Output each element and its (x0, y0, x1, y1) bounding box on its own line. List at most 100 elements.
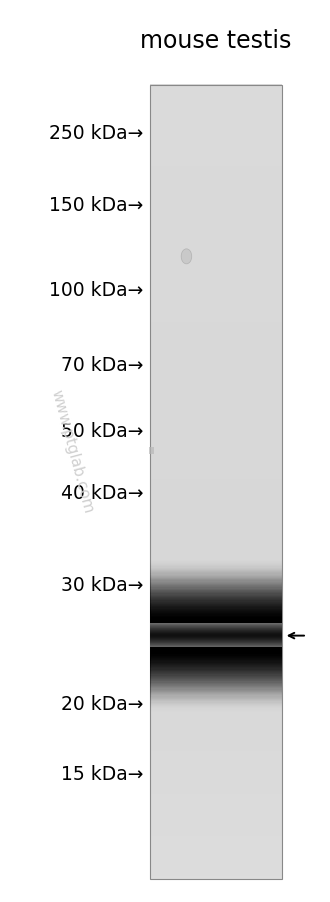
Bar (150, 701, 282, 704)
Bar (150, 302, 282, 305)
Bar (150, 212, 282, 216)
Text: 30 kDa→: 30 kDa→ (61, 575, 144, 594)
Bar (150, 659, 282, 662)
Bar (150, 254, 282, 258)
Bar (150, 672, 282, 676)
Bar (150, 479, 282, 483)
Bar (150, 86, 282, 879)
Bar (150, 741, 282, 744)
Bar (150, 667, 282, 670)
Bar (150, 578, 282, 694)
Bar (150, 754, 282, 758)
Bar (150, 621, 282, 625)
Bar (150, 299, 282, 303)
Bar (150, 172, 282, 176)
Bar (150, 868, 282, 871)
Bar (150, 602, 282, 670)
Bar (150, 601, 282, 671)
Bar (150, 400, 282, 403)
Bar (150, 217, 282, 221)
Bar (150, 624, 282, 628)
Bar (150, 640, 282, 644)
Bar (150, 143, 282, 146)
Bar (150, 569, 282, 703)
Bar (150, 691, 282, 695)
Bar (150, 346, 282, 350)
Bar (150, 561, 282, 565)
Bar (150, 831, 282, 834)
Bar (150, 360, 282, 364)
Bar (150, 566, 282, 570)
Bar (150, 304, 282, 308)
Text: 100 kDa→: 100 kDa→ (49, 281, 144, 300)
Bar (150, 556, 282, 559)
Bar (150, 119, 282, 123)
Bar (150, 379, 282, 382)
Bar (150, 101, 282, 105)
Bar (150, 175, 282, 179)
Bar (150, 712, 282, 715)
Bar (150, 283, 282, 287)
Bar (150, 185, 282, 189)
Bar (150, 138, 282, 142)
Bar (150, 728, 282, 732)
Bar (148, 447, 154, 455)
Bar (150, 612, 282, 660)
Bar (150, 558, 282, 562)
Bar (150, 643, 282, 647)
Bar (150, 368, 282, 372)
Bar (150, 170, 282, 173)
Bar (150, 394, 282, 398)
Bar (150, 709, 282, 713)
Bar (150, 334, 282, 337)
Bar (150, 586, 282, 686)
Bar (150, 519, 282, 522)
Bar (150, 577, 282, 581)
Bar (150, 336, 282, 340)
Bar (150, 230, 282, 234)
Text: 70 kDa→: 70 kDa→ (61, 355, 144, 375)
Bar (150, 318, 282, 321)
Bar (150, 820, 282, 824)
Bar (150, 434, 282, 437)
Bar (150, 873, 282, 877)
Bar (150, 505, 282, 509)
Bar (150, 794, 282, 797)
Bar (150, 860, 282, 863)
Bar (150, 575, 282, 697)
Bar (150, 122, 282, 125)
Bar (150, 574, 282, 698)
Bar (150, 106, 282, 109)
Bar (150, 445, 282, 448)
Bar (150, 723, 282, 726)
Bar (150, 373, 282, 377)
Bar (150, 561, 282, 711)
Bar (150, 802, 282, 805)
Bar (150, 836, 282, 840)
Bar (150, 564, 282, 567)
Bar (150, 594, 282, 678)
Bar (150, 603, 282, 668)
Bar (150, 553, 282, 557)
Ellipse shape (181, 250, 192, 264)
Bar (150, 680, 282, 684)
Bar (150, 458, 282, 462)
Bar (150, 463, 282, 466)
Bar (150, 164, 282, 168)
Bar (150, 799, 282, 803)
Bar (150, 786, 282, 789)
Bar (150, 264, 282, 268)
Bar (150, 825, 282, 829)
Bar (150, 604, 282, 667)
Text: 15 kDa→: 15 kDa→ (61, 764, 144, 784)
Bar (150, 502, 282, 506)
Bar (150, 257, 282, 261)
Bar (150, 386, 282, 390)
Bar (150, 563, 282, 709)
Bar (150, 847, 282, 851)
Bar (150, 582, 282, 690)
Bar (150, 524, 282, 528)
Bar (150, 844, 282, 848)
Bar (150, 855, 282, 859)
Bar (150, 389, 282, 392)
